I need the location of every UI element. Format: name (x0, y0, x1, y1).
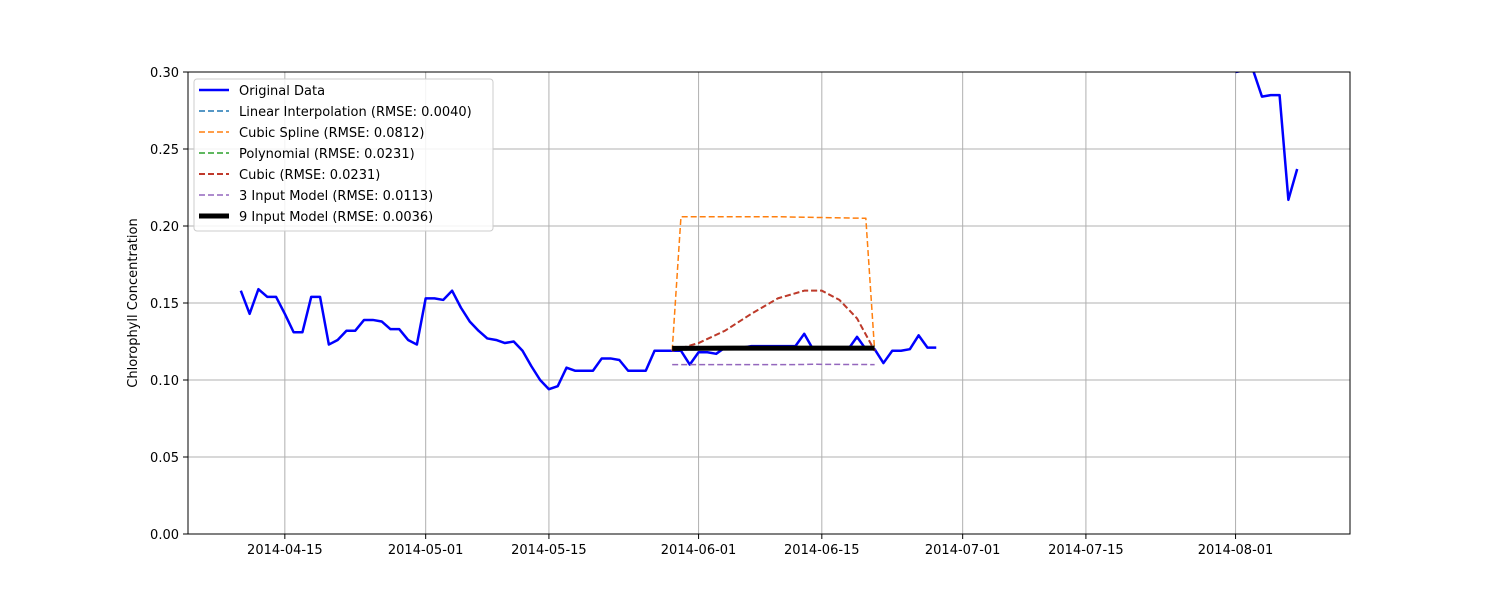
legend-label: 3 Input Model (RMSE: 0.0113) (239, 189, 433, 204)
x-tick-label: 2014-07-01 (925, 543, 1001, 558)
y-tick-label: 0.10 (150, 374, 179, 389)
y-tick-label: 0.30 (150, 66, 179, 81)
series-line-2 (671, 216, 876, 351)
x-tick-label: 2014-06-01 (661, 543, 737, 558)
x-tick-label: 2014-08-01 (1198, 543, 1274, 558)
x-tick-label: 2014-05-01 (388, 543, 464, 558)
y-tick-label: 0.20 (150, 220, 179, 235)
legend-box (193, 78, 494, 232)
x-tick-label: 2014-05-15 (511, 543, 587, 558)
legend-label: Cubic Spline (RMSE: 0.0812) (239, 126, 424, 141)
legend-label: Polynomial (RMSE: 0.0231) (239, 147, 415, 162)
y-tick-label: 0.25 (150, 143, 179, 158)
y-tick-label: 0.00 (150, 528, 179, 543)
y-axis-label: Chlorophyll Concentration (126, 218, 141, 387)
legend-label: Original Data (239, 84, 325, 99)
x-tick-label: 2014-04-15 (247, 543, 323, 558)
legend-label: Cubic (RMSE: 0.0231) (239, 168, 380, 183)
y-tick-label: 0.15 (150, 297, 179, 312)
axes: 2014-04-15 2014-05-01 2014-05-15 2014-06-01… (150, 66, 1273, 558)
legend: Original Data Linear Interpolation (RMSE:… (193, 78, 494, 232)
series-line-0-segment-1 (1235, 72, 1299, 202)
plot-series (239, 72, 1299, 391)
legend-label: Linear Interpolation (RMSE: 0.0040) (239, 105, 472, 120)
x-tick-label: 2014-06-15 (784, 543, 860, 558)
x-tick-label: 2014-07-15 (1048, 543, 1124, 558)
legend-label: 9 Input Model (RMSE: 0.0036) (239, 210, 433, 225)
y-tick-label: 0.05 (150, 451, 179, 466)
